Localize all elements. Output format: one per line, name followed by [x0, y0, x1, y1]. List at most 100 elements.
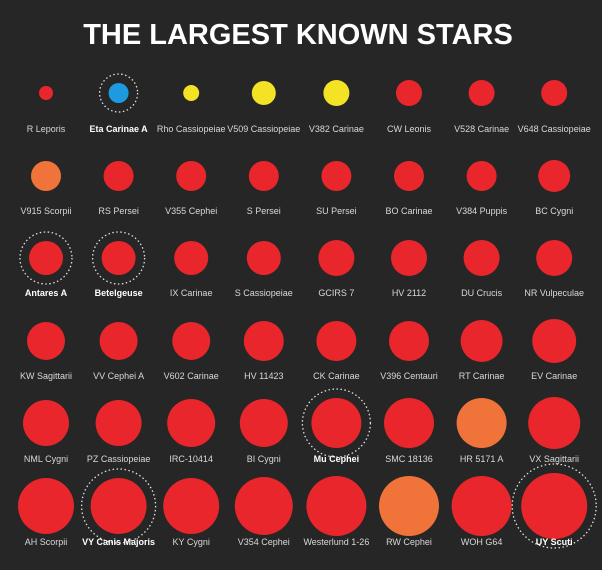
star-name: VV Cephei A [93, 371, 144, 381]
highlight-ring [91, 231, 146, 285]
star [90, 478, 147, 534]
star-name: WOH G64 [461, 537, 503, 547]
star [183, 85, 200, 101]
star [396, 80, 422, 106]
star-name: EV Carinae [531, 371, 577, 381]
star [101, 241, 136, 275]
star-name: Westerlund 1-26 [303, 537, 369, 547]
star-name: BO Carinae [385, 206, 432, 216]
star [451, 476, 512, 536]
star [39, 86, 53, 100]
star-name: IRC-10414 [169, 454, 213, 464]
star [248, 161, 279, 191]
star [31, 161, 61, 191]
star-name: RW Cephei [386, 537, 432, 547]
star-name: Mu Cephei [314, 454, 360, 464]
star [99, 322, 138, 360]
star [323, 80, 350, 106]
star-name: V509 Cassiopeiae [227, 124, 300, 134]
star-name: GCIRS 7 [318, 288, 354, 298]
star-name: RS Persei [98, 206, 139, 216]
star [541, 80, 568, 106]
star-name: V354 Cephei [238, 537, 290, 547]
star-name: V355 Cephei [165, 206, 217, 216]
star [163, 478, 220, 534]
star-name: BI Cygni [247, 454, 281, 464]
star [251, 81, 276, 105]
star-name: KW Sagittarii [20, 371, 72, 381]
highlight-ring [19, 231, 73, 285]
star-name: R Leporis [27, 124, 66, 134]
highlight-ring [80, 468, 157, 544]
star [234, 477, 293, 535]
star-name: SU Persei [316, 206, 357, 216]
star [536, 240, 573, 276]
star [172, 322, 211, 360]
star-name: V648 Cassiopeiae [518, 124, 591, 134]
star [391, 240, 427, 276]
highlight-ring [301, 388, 372, 458]
star-name: V915 Scorpii [20, 206, 71, 216]
star [23, 400, 69, 446]
star [243, 321, 284, 361]
star [316, 321, 357, 361]
star [456, 398, 507, 448]
star [521, 473, 588, 539]
star [95, 400, 142, 446]
star-name: HV 2112 [392, 288, 426, 298]
star-name: HV 11423 [244, 371, 283, 381]
star-name: BC Cygni [535, 206, 573, 216]
star-name: CW Leonis [387, 124, 432, 134]
star [466, 161, 497, 191]
star [394, 161, 424, 191]
star-name: KY Cygni [173, 537, 210, 547]
star-name: SMC 18136 [385, 454, 433, 464]
star [167, 399, 216, 447]
star [29, 241, 63, 275]
star-name: UY Scuti [536, 537, 573, 547]
star [108, 83, 129, 103]
star-name: Rho Cassiopeiae [157, 124, 226, 134]
star-name: Betelgeuse [95, 288, 143, 298]
star-name: NR Vulpeculae [524, 288, 584, 298]
star-name: V384 Puppis [456, 206, 508, 216]
star [174, 241, 209, 275]
star [311, 398, 362, 448]
star-name: VY Canis Majoris [82, 537, 155, 547]
star [528, 397, 581, 449]
highlight-ring [511, 463, 597, 549]
star-name: NML Cygni [24, 454, 68, 464]
star [468, 80, 495, 106]
star [532, 319, 577, 363]
star [18, 478, 74, 534]
star [176, 161, 207, 191]
star [389, 321, 429, 361]
star [321, 161, 352, 191]
star-name: CK Carinae [313, 371, 360, 381]
star [379, 476, 439, 536]
star [384, 398, 434, 448]
star-name: V528 Carinae [454, 124, 509, 134]
star-name: V382 Carinae [309, 124, 364, 134]
star-name: Eta Carinae A [89, 124, 148, 134]
star-name: HR 5171 A [460, 454, 504, 464]
star [306, 476, 367, 536]
star [27, 322, 65, 360]
star-name: PZ Cassiopeiae [87, 454, 151, 464]
star-name: RT Carinae [459, 371, 505, 381]
star [538, 160, 571, 192]
star-name: S Cassiopeiae [235, 288, 293, 298]
highlight-ring [98, 73, 139, 113]
star [318, 240, 355, 276]
star [460, 320, 503, 362]
title: THE LARGEST KNOWN STARS [83, 19, 513, 51]
star [246, 241, 281, 275]
star-name: V602 Carinae [164, 371, 219, 381]
star [103, 161, 134, 191]
star-name: Antares A [25, 288, 68, 298]
star [239, 399, 288, 447]
star-name: IX Carinae [170, 288, 213, 298]
